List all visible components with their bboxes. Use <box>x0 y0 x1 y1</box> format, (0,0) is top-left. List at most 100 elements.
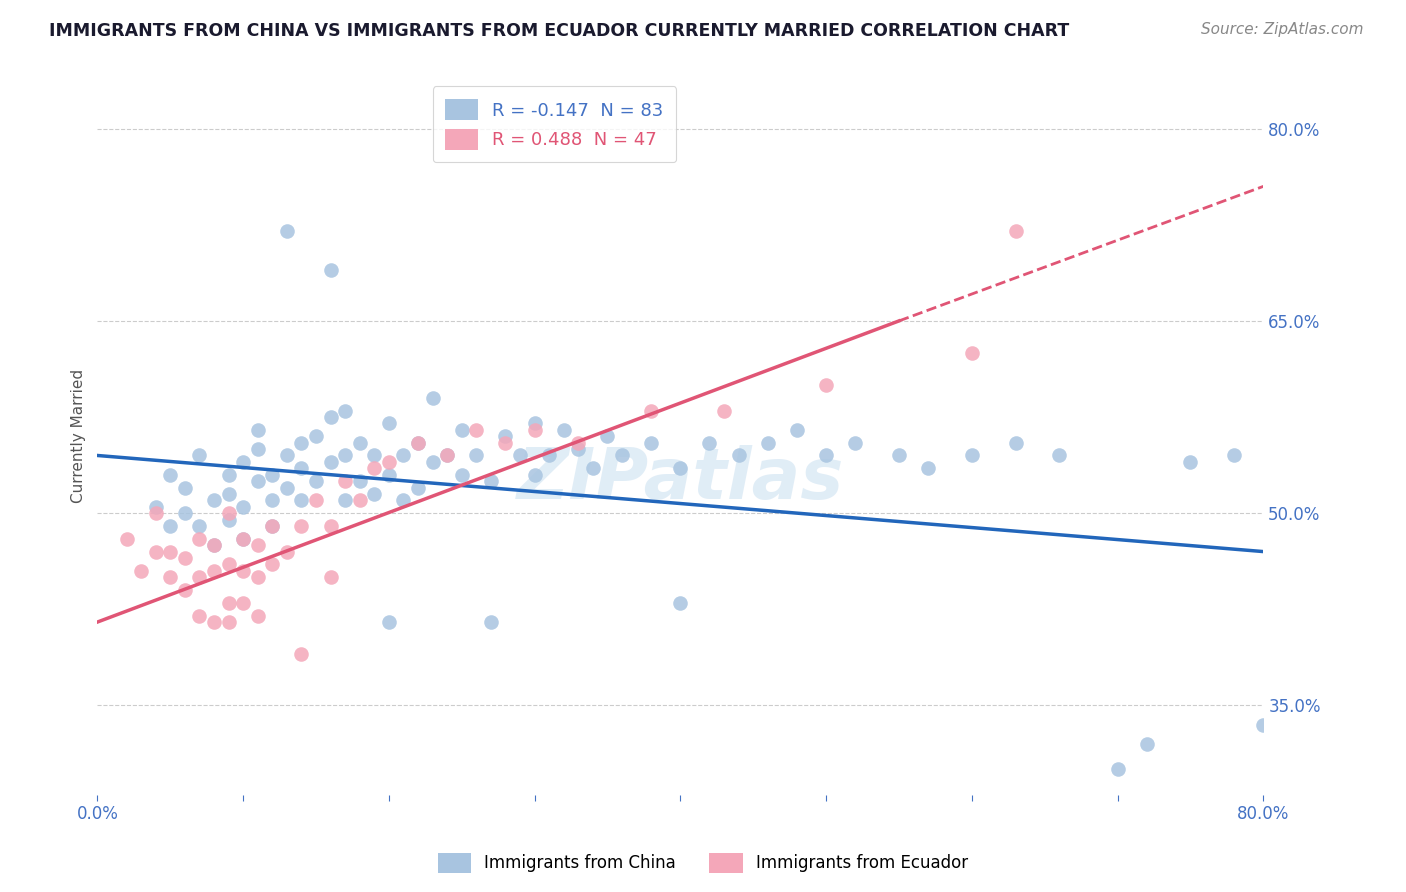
Point <box>333 474 356 488</box>
Point <box>202 564 225 578</box>
Point <box>159 544 181 558</box>
Point <box>232 596 254 610</box>
Point <box>640 435 662 450</box>
Point <box>333 449 356 463</box>
Point <box>246 608 269 623</box>
Point <box>129 564 152 578</box>
Point <box>669 596 692 610</box>
Point <box>276 481 298 495</box>
Point <box>262 519 284 533</box>
Point <box>479 474 502 488</box>
Point <box>509 449 531 463</box>
Point <box>479 615 502 629</box>
Point <box>422 455 444 469</box>
Point <box>246 442 269 456</box>
Point <box>115 532 138 546</box>
Point <box>202 493 225 508</box>
Point <box>523 467 546 482</box>
Point <box>333 403 356 417</box>
Point <box>145 500 167 514</box>
Point <box>363 461 385 475</box>
Point <box>538 449 561 463</box>
Point <box>218 596 240 610</box>
Point <box>960 346 983 360</box>
Point <box>305 493 328 508</box>
Point <box>305 474 328 488</box>
Point <box>378 455 401 469</box>
Point <box>202 615 225 629</box>
Point <box>582 461 605 475</box>
Point <box>246 538 269 552</box>
Point <box>173 481 195 495</box>
Point <box>1004 435 1026 450</box>
Point <box>262 493 284 508</box>
Point <box>450 467 472 482</box>
Point <box>188 608 211 623</box>
Point <box>262 467 284 482</box>
Point <box>523 423 546 437</box>
Point <box>699 435 721 450</box>
Point <box>1004 224 1026 238</box>
Point <box>218 487 240 501</box>
Y-axis label: Currently Married: Currently Married <box>72 369 86 503</box>
Point <box>450 423 472 437</box>
Point <box>436 449 458 463</box>
Point <box>887 449 910 463</box>
Point <box>159 467 181 482</box>
Point <box>786 423 808 437</box>
Point <box>218 615 240 629</box>
Point <box>553 423 575 437</box>
Point <box>232 500 254 514</box>
Point <box>1107 763 1129 777</box>
Point <box>319 410 342 425</box>
Text: IMMIGRANTS FROM CHINA VS IMMIGRANTS FROM ECUADOR CURRENTLY MARRIED CORRELATION C: IMMIGRANTS FROM CHINA VS IMMIGRANTS FROM… <box>49 22 1070 40</box>
Point <box>290 493 312 508</box>
Point <box>232 455 254 469</box>
Point <box>392 449 415 463</box>
Point <box>844 435 866 450</box>
Legend: R = -0.147  N = 83, R = 0.488  N = 47: R = -0.147 N = 83, R = 0.488 N = 47 <box>433 87 676 162</box>
Point <box>290 647 312 661</box>
Point <box>465 423 488 437</box>
Point <box>378 467 401 482</box>
Point <box>363 449 385 463</box>
Point <box>276 224 298 238</box>
Point <box>145 544 167 558</box>
Point <box>567 435 589 450</box>
Point <box>523 417 546 431</box>
Point <box>319 519 342 533</box>
Point <box>727 449 749 463</box>
Point <box>567 442 589 456</box>
Point <box>378 615 401 629</box>
Point <box>276 449 298 463</box>
Point <box>262 519 284 533</box>
Point <box>406 435 429 450</box>
Point <box>1180 455 1202 469</box>
Point <box>363 487 385 501</box>
Point <box>232 532 254 546</box>
Point <box>246 474 269 488</box>
Point <box>640 403 662 417</box>
Point <box>596 429 619 443</box>
Point <box>173 506 195 520</box>
Point <box>333 493 356 508</box>
Point <box>188 570 211 584</box>
Point <box>960 449 983 463</box>
Point <box>159 570 181 584</box>
Point <box>319 570 342 584</box>
Point <box>202 538 225 552</box>
Point <box>246 423 269 437</box>
Point <box>218 558 240 572</box>
Point <box>290 461 312 475</box>
Point <box>1253 717 1275 731</box>
Point <box>173 582 195 597</box>
Text: ZIPatlas: ZIPatlas <box>516 445 844 514</box>
Point <box>1136 737 1159 751</box>
Point <box>610 449 633 463</box>
Point <box>173 551 195 566</box>
Point <box>917 461 939 475</box>
Point <box>276 544 298 558</box>
Point <box>406 481 429 495</box>
Point <box>218 467 240 482</box>
Point <box>218 506 240 520</box>
